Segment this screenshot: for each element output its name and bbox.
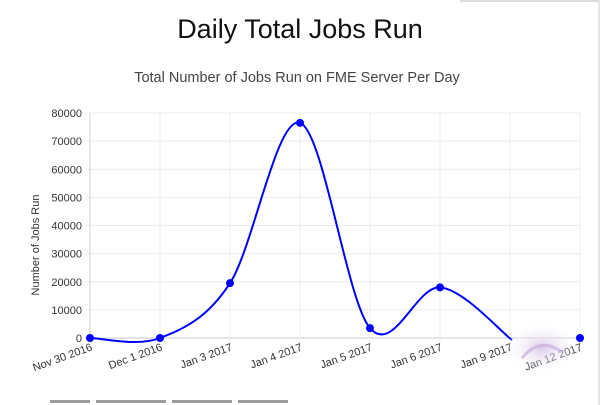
y-tick-label: 70000 <box>51 136 82 148</box>
y-tick-label: 30000 <box>51 249 82 261</box>
gridlines <box>85 112 581 343</box>
cut-off-caption <box>40 399 300 405</box>
y-axis: 0 10000 20000 30000 40000 50000 60000 70000 8000… <box>51 108 91 345</box>
data-point <box>366 324 374 333</box>
x-tick-label: Jan 3 2017 <box>179 342 234 372</box>
y-axis-title: Number of Jobs Run <box>30 195 42 296</box>
data-point <box>156 334 164 342</box>
y-tick-label: 10000 <box>51 305 82 317</box>
y-tick-label: 80000 <box>51 108 82 120</box>
x-tick-label: Jan 6 2017 <box>389 342 444 372</box>
data-point <box>436 283 444 292</box>
x-tick-label: Nov 30 2016 <box>31 342 94 375</box>
data-point <box>296 118 304 127</box>
data-point <box>86 334 94 342</box>
chart-title: Total Number of Jobs Run on FME Server P… <box>134 70 460 86</box>
y-tick-label: 50000 <box>51 192 82 204</box>
y-tick-label: 0 <box>76 333 82 345</box>
data-point <box>226 279 234 288</box>
x-tick-label: Jan 5 2017 <box>319 342 374 372</box>
x-tick-label: Dec 1 2016 <box>107 342 164 373</box>
y-tick-label: 60000 <box>51 164 82 176</box>
series-line <box>89 121 513 344</box>
window-edge-right <box>598 0 600 405</box>
y-tick-label: 20000 <box>51 277 82 289</box>
page-title: Daily Total Jobs Run <box>177 14 423 44</box>
window-edge-top <box>460 0 600 2</box>
data-points <box>86 118 584 342</box>
watermark-smudge <box>504 322 580 374</box>
y-tick-label: 40000 <box>51 221 82 233</box>
x-tick-label: Jan 4 2017 <box>249 342 304 372</box>
